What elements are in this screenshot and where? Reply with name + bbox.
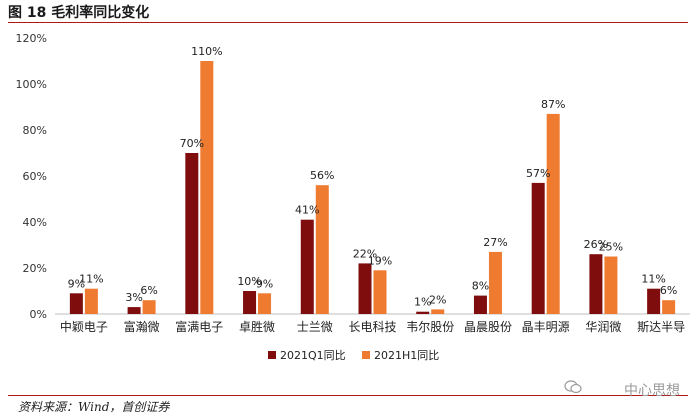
y-tick-label: 0% xyxy=(30,308,47,321)
bar-series-1 xyxy=(185,153,199,314)
category-label: 华润微 xyxy=(585,320,621,334)
bar-series-1 xyxy=(243,291,257,314)
data-label: 6% xyxy=(140,284,157,297)
data-label: 26% xyxy=(584,238,608,251)
bar-series-2 xyxy=(373,270,387,314)
category-label: 晶丰明源 xyxy=(522,320,570,334)
data-label: 3% xyxy=(125,291,142,304)
bar-series-1 xyxy=(127,307,141,314)
bars xyxy=(69,61,676,315)
bar-series-2 xyxy=(488,251,502,314)
data-label: 25% xyxy=(599,241,623,254)
bar-series-1 xyxy=(531,182,545,314)
category-label: 士兰微 xyxy=(297,320,333,334)
bar-series-2 xyxy=(200,61,214,314)
bar-series-2 xyxy=(258,293,272,314)
data-labels: 9%11%3%6%70%110%10%9%41%56%22%19%1%2%8%2… xyxy=(68,45,678,309)
bar-series-2 xyxy=(546,113,560,315)
category-label: 长电科技 xyxy=(348,320,396,334)
data-label: 2% xyxy=(429,293,446,306)
data-label: 1% xyxy=(414,296,431,309)
source-rule xyxy=(8,395,688,396)
legend-label: 2021Q1同比 xyxy=(280,349,346,362)
legend-swatch xyxy=(362,351,370,359)
bar-series-1 xyxy=(358,263,372,314)
wechat-icon xyxy=(564,380,582,394)
bar-chart: 0%20%40%60%80%100%120% 9%11%3%6%70%110%1… xyxy=(16,32,690,362)
category-label: 斯达半导 xyxy=(637,320,685,334)
bar-series-2 xyxy=(604,256,618,314)
y-tick-label: 100% xyxy=(16,78,47,91)
y-tick-label: 20% xyxy=(23,262,47,275)
bar-series-2 xyxy=(84,288,98,314)
data-label: 8% xyxy=(472,280,489,293)
figure-title: 图 18 毛利率同比变化 xyxy=(8,5,150,21)
data-label: 19% xyxy=(368,254,392,267)
data-label: 22% xyxy=(353,247,377,260)
category-label: 富满电子 xyxy=(175,319,223,334)
data-label: 27% xyxy=(483,236,507,249)
x-axis-categories: 中颖电子 富瀚微 富满电子 卓胜微 士兰微 长电科技 韦尔股份 晶晨股份 晶丰明源 华润微 斯达半导 xyxy=(60,319,685,334)
bar-series-1 xyxy=(589,254,603,314)
data-label: 110% xyxy=(191,45,222,58)
data-label: 56% xyxy=(310,169,334,182)
data-label: 9% xyxy=(256,277,273,290)
category-label: 晶晨股份 xyxy=(464,320,512,334)
data-label: 57% xyxy=(526,167,550,180)
bar-series-2 xyxy=(315,185,329,314)
category-label: 韦尔股份 xyxy=(406,319,454,334)
data-label: 6% xyxy=(660,284,677,297)
y-tick-label: 120% xyxy=(16,32,47,45)
legend-label: 2021H1同比 xyxy=(374,349,439,362)
category-label: 卓胜微 xyxy=(239,319,275,334)
data-label: 11% xyxy=(641,273,665,286)
bar-series-1 xyxy=(69,293,83,314)
bar-series-1 xyxy=(647,288,661,314)
y-tick-label: 80% xyxy=(23,124,47,137)
bar-series-2 xyxy=(142,300,156,314)
data-label: 11% xyxy=(79,273,103,286)
bar-series-1 xyxy=(300,219,314,314)
y-axis: 0% 20% 40% 60% 80% 100% 120% xyxy=(16,32,690,321)
legend: 2021Q1同比 2021H1同比 xyxy=(268,349,439,362)
bar-series-1 xyxy=(416,311,430,314)
category-label: 富瀚微 xyxy=(124,319,160,334)
data-label: 41% xyxy=(295,204,319,217)
data-label: 9% xyxy=(68,277,85,290)
y-tick-label: 60% xyxy=(23,170,47,183)
category-label: 中颖电子 xyxy=(60,319,108,334)
chart-area: 0% 20% 40% 60% 80% 100% 120% 9% 11% 3% 6% 70% 110% 1… xyxy=(0,24,700,384)
data-label: 87% xyxy=(541,98,565,111)
bar-series-2 xyxy=(431,309,445,314)
title-rule xyxy=(8,22,688,23)
y-tick-label: 40% xyxy=(23,216,47,229)
data-label: 10% xyxy=(237,275,261,288)
source-note: 资料来源：Wind，首创证券 xyxy=(18,400,170,414)
bar-series-1 xyxy=(473,295,487,314)
bar-series-2 xyxy=(662,300,676,314)
data-label: 70% xyxy=(180,137,204,150)
watermark: 中心思想 xyxy=(624,383,680,399)
legend-swatch xyxy=(268,351,276,359)
